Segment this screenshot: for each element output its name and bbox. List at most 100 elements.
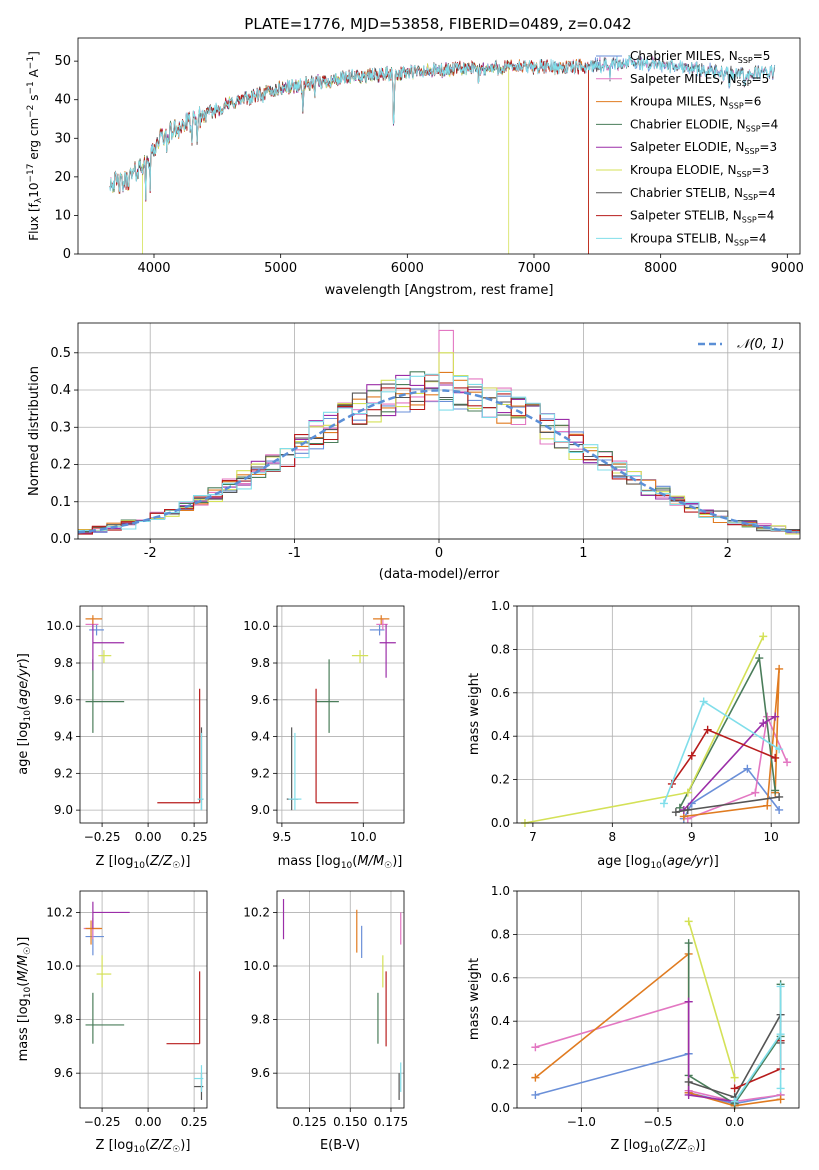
y-tick-label: 9.6 [251,693,270,707]
age-vs-mass-panel: 9.5 10.0 9.0 9.2 9.4 9.6 9.8 10.0 mass [log10(M… [243,605,405,871]
age-vs-metallicity-ylabel: age [log10(age/yr)] [16,653,33,775]
weight-vs-metallicity-panel: −1.0 −0.5 0.0 0.0 0.2 0.4 0.6 0.8 1.0 Z [log10(Z… [467,884,800,1155]
point-kroupa-stelib [194,1065,204,1092]
point-chabrier-miles [369,624,385,636]
mass-vs-metallicity-ylabel: mass [log10(M/M☉)] [16,937,33,1062]
x-tick-label: 0.125 [292,1115,326,1129]
residual-axes: -2 -1 0 1 2 0.0 0.1 0.2 0.3 0.4 0.5 [50,346,732,561]
weight-marker [684,1077,693,1086]
x-tick-label: -2 [144,546,157,561]
residual-ylabel: Normed distribution [27,366,42,496]
weight-marker [775,792,784,801]
spectrum-line-salpeter-stelib [109,59,589,254]
weight-marker [699,697,708,706]
point-kroupa-miles [85,615,103,625]
x-tick-label: 7 [529,830,537,844]
y-tick-label: 0.6 [491,686,510,700]
legend-label-kroupa-stelib: Kroupa STELIB, NSSP=4 [630,231,767,247]
y-tick-label: 0.0 [491,816,510,830]
y-tick-label: 10.0 [46,619,73,633]
point-salpeter-elodie [92,901,130,929]
x-tick-label: 0.00 [135,830,162,844]
x-tick-label: -1 [288,546,301,561]
point-kroupa-stelib [288,732,302,811]
weight-marker [775,805,784,814]
histogram-kroupa-elodie [78,352,800,535]
x-tick-label: −0.25 [84,830,121,844]
weight-line-salpeter-stelib [671,728,776,785]
point-chabrier-elodie [316,659,339,733]
point-chabrier-miles [89,624,104,636]
weight-marker [531,1043,540,1052]
legend-label-kroupa-elodie: Kroupa ELODIE, NSSP=3 [630,163,769,179]
y-tick-label: 50 [54,54,71,69]
x-tick-label: 8000 [644,261,677,276]
weight-marker [684,917,693,926]
weight-vs-metallicity-lines [531,917,785,1110]
spectrum-frame [77,37,801,255]
y-tick-label: 9.4 [251,730,270,744]
x-tick-label: 0.25 [181,830,208,844]
weight-marker [776,1030,785,1039]
age-vs-mass-xlabel: mass [log10(M/M☉)] [278,854,403,871]
legend-label-salpeter-elodie: Salpeter ELODIE, NSSP=3 [630,140,777,156]
weight-marker [684,997,693,1006]
spectrum-line-kroupa-stelib [109,55,776,200]
y-tick-label: 9.6 [54,1066,73,1080]
weight-marker [783,758,792,767]
mass-vs-metallicity-xlabel: Z [log10(Z/Z☉)] [96,1138,191,1155]
spectrum-xlabel: wavelength [Angstrom, rest frame] [325,283,554,298]
weight-marker [531,1073,540,1082]
weight-marker [703,725,712,734]
y-tick-label: 0.3 [50,420,71,435]
y-tick-label: 1.0 [491,884,510,898]
weight-line-kroupa-miles [683,668,780,818]
y-tick-label: 0.0 [491,1101,510,1115]
spectrum-line-kroupa-elodie [109,60,510,254]
weight-marker [730,1073,739,1082]
weight-marker [775,664,784,673]
point-kroupa-miles [85,920,103,945]
weight-marker [684,939,693,948]
y-tick-label: 0.4 [50,383,71,398]
y-tick-label: 9.6 [54,693,73,707]
weight-marker [776,1095,785,1104]
y-tick-label: 9.6 [251,1066,270,1080]
y-tick-label: 0.2 [491,773,510,787]
weight-marker [751,788,760,797]
weight-marker [659,799,668,808]
y-tick-label: 0.8 [491,927,510,941]
x-tick-label: 0.0 [725,1115,744,1129]
y-tick-label: 9.2 [251,766,270,780]
point-chabrier-elodie [85,992,125,1044]
x-tick-label: 8 [609,830,617,844]
y-tick-label: 0.2 [491,1058,510,1072]
x-tick-label: 0.00 [135,1115,162,1129]
spectrum-axes: 4000 5000 6000 7000 8000 9000 0 10 20 30 40 50 [54,54,803,276]
spectrum-panel: 4000 5000 6000 7000 8000 9000 0 10 20 30 40 50 Chab… [26,37,804,298]
x-tick-label: 0.150 [333,1115,367,1129]
spectrum-ylabel: Flux [fλ10−17 erg cm−2 s−1 A−1] [26,51,44,241]
weight-marker [671,808,680,817]
mass-vs-ebv-xlabel: E(B-V) [320,1138,360,1153]
point-kroupa-miles [373,615,390,625]
weight-marker [763,801,772,810]
y-tick-label: 20 [54,170,71,185]
y-tick-label: 9.4 [54,730,73,744]
y-tick-label: 9.0 [54,803,73,817]
weight-vs-metallicity-ylabel: mass weight [467,958,482,1040]
residual-legend: 𝒩(0, 1) [698,337,784,352]
x-tick-label: 4000 [137,261,170,276]
residual-histograms [77,329,800,535]
y-tick-label: 9.8 [251,656,270,670]
weight-marker [687,751,696,760]
weight-vs-age-ylabel: mass weight [467,673,482,755]
x-tick-label: 10 [764,830,779,844]
histogram-kroupa-stelib [78,373,800,533]
y-tick-label: 9.8 [54,1013,73,1027]
y-tick-label: 0 [63,247,71,262]
mass-vs-ebv-frame [276,890,405,1109]
y-tick-label: 0.4 [491,729,510,743]
weight-marker [771,786,780,795]
weight-marker [775,745,784,754]
